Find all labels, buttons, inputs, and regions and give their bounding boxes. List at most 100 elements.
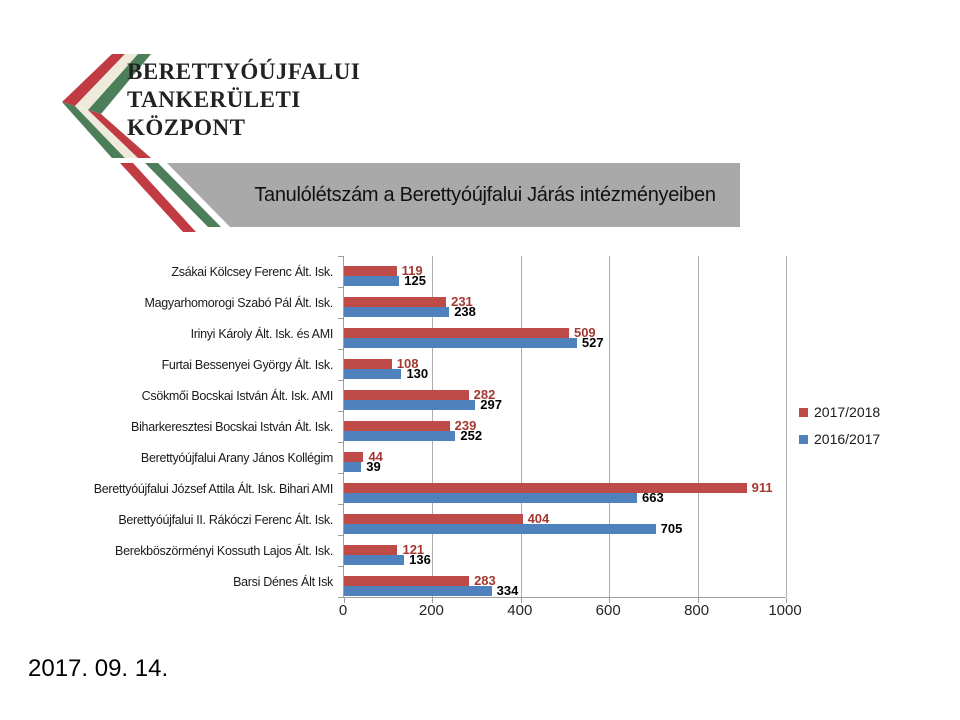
legend-item: 2017/2018 [799, 404, 880, 420]
bar-row: 119 125 [344, 256, 786, 288]
value-label: 527 [581, 335, 604, 350]
x-tickmark [609, 598, 611, 603]
bar-2017-2018 [344, 390, 469, 400]
value-label: 297 [480, 397, 502, 412]
logo-wordmark: BERETTYÓÚJFALUI TANKERÜLETI KÖZPONT [127, 58, 360, 142]
category-tickmark [338, 349, 343, 350]
category-label: Berettyóújfalui József Attila Ált. Isk. … [93, 481, 334, 496]
bar-2016-2017 [344, 369, 402, 379]
category-label: Irinyi Károly Ált. Isk. és AMI [190, 326, 334, 341]
value-label: 252 [460, 428, 483, 443]
plot-area: 119 125 231 238 509 527 108 130 282 297 239 252 44 39… [338, 256, 787, 603]
bar-2016-2017 [344, 307, 450, 317]
value-label: 231 [451, 294, 473, 309]
bar-2016-2017 [344, 400, 476, 410]
bar-row: 231 238 [344, 287, 786, 319]
bar-2017-2018 [344, 514, 523, 524]
x-tick-label: 600 [595, 602, 621, 619]
gridline [786, 256, 787, 597]
value-label: 121 [402, 542, 425, 557]
value-label: 136 [409, 552, 431, 567]
category-axis-labels: Zsákai Kölcsey Ferenc Ált. Isk. Magyarhom… [50, 256, 338, 597]
bar-2017-2018 [344, 576, 470, 586]
x-tick-label: 400 [507, 602, 533, 619]
value-label: 509 [573, 325, 596, 340]
bar-row: 911 663 [344, 473, 786, 505]
legend-item: 2016/2017 [799, 431, 880, 447]
banner-stripes-icon [120, 163, 221, 232]
logo-line-3: KÖZPONT [127, 115, 246, 140]
category-tickmark [338, 287, 343, 288]
logo-line-2: TANKERÜLETI [127, 87, 301, 112]
value-label: 119 [401, 263, 423, 278]
bar-2017-2018 [344, 545, 398, 555]
value-label: 44 [368, 449, 383, 464]
x-tickmark [697, 598, 699, 603]
value-label: 130 [406, 366, 429, 381]
value-label: 911 [751, 480, 773, 495]
legend-swatch-icon [799, 434, 808, 444]
legend-swatch-icon [799, 407, 808, 417]
category-label: Zsákai Kölcsey Ferenc Ált. Isk. [171, 264, 333, 279]
category-tickmark [338, 473, 343, 474]
category-tickmark [338, 504, 343, 505]
category-label: Barsi Dénes Ált Isk [233, 574, 333, 589]
category-tickmark [338, 442, 343, 443]
bar-row: 108 130 [344, 349, 786, 381]
logo-line-1: BERETTYÓÚJFALUI [127, 59, 361, 84]
value-label: 125 [404, 273, 426, 288]
value-label: 404 [527, 511, 550, 526]
category-tickmark [338, 566, 343, 567]
x-tickmark [786, 598, 787, 603]
bar-2017-2018 [344, 266, 397, 276]
bar-row: 282 297 [344, 380, 786, 412]
category-tickmark [338, 535, 343, 536]
slide-title: Tanulólétszám a Berettyóújfalui Járás in… [254, 184, 716, 206]
x-tick-label: 800 [684, 602, 710, 619]
x-tick-label: 200 [418, 602, 444, 619]
value-label: 705 [660, 521, 683, 536]
x-tick-label: 0 [338, 602, 348, 619]
category-label: Biharkeresztesi Bocskai István Ált. Isk. [131, 419, 333, 434]
bar-row: 239 252 [344, 411, 786, 443]
category-label: Magyarhomorogi Szabó Pál Ált. Isk. [144, 295, 333, 310]
bar-2016-2017 [344, 493, 638, 503]
bar-2016-2017 [344, 524, 656, 534]
value-label: 39 [366, 459, 381, 474]
category-tickmark [338, 318, 343, 319]
title-banner: Tanulólétszám a Berettyóújfalui Járás in… [167, 163, 740, 227]
tankerulet-logo-icon [62, 54, 151, 158]
gridline [697, 256, 699, 597]
bar-2016-2017 [344, 462, 362, 472]
bar-row: 44 39 [344, 442, 786, 474]
value-label: 239 [454, 418, 477, 433]
value-label: 334 [496, 583, 519, 598]
bar-2017-2018 [344, 297, 447, 307]
bar-2016-2017 [344, 555, 405, 565]
category-label: Berettyóújfalui Arany János Kollégim [140, 450, 333, 465]
slide-date: 2017. 09. 14. [28, 655, 169, 682]
category-tickmark [338, 380, 343, 381]
x-tick-label: 1000 [768, 602, 802, 619]
bar-2016-2017 [344, 431, 456, 441]
x-tickmark [344, 598, 345, 603]
value-label: 108 [396, 356, 419, 371]
bar-2017-2018 [344, 483, 747, 493]
x-tickmark [520, 598, 522, 603]
legend-label: 2016/2017 [814, 431, 881, 447]
value-label: 283 [474, 573, 496, 588]
category-label: Furtai Bessenyei György Ált. Isk. [161, 357, 334, 372]
bar-2017-2018 [344, 359, 392, 369]
x-axis-labels: 0 200 400 600 800 1000 [339, 602, 802, 620]
bar-row: 404 705 [344, 504, 786, 536]
bar-row: 283 334 [344, 566, 786, 598]
category-tickmark [338, 256, 343, 257]
category-label: Berekböszörményi Kossuth Lajos Ált. Isk. [115, 543, 333, 558]
category-tickmark [338, 597, 343, 598]
bar-2017-2018 [344, 452, 364, 462]
bar-row: 121 136 [344, 535, 786, 567]
x-tickmark [432, 598, 434, 603]
gridline [520, 256, 522, 597]
value-label: 663 [642, 490, 664, 505]
category-label: Berettyóújfalui II. Rákóczi Ferenc Ált. … [118, 512, 333, 527]
